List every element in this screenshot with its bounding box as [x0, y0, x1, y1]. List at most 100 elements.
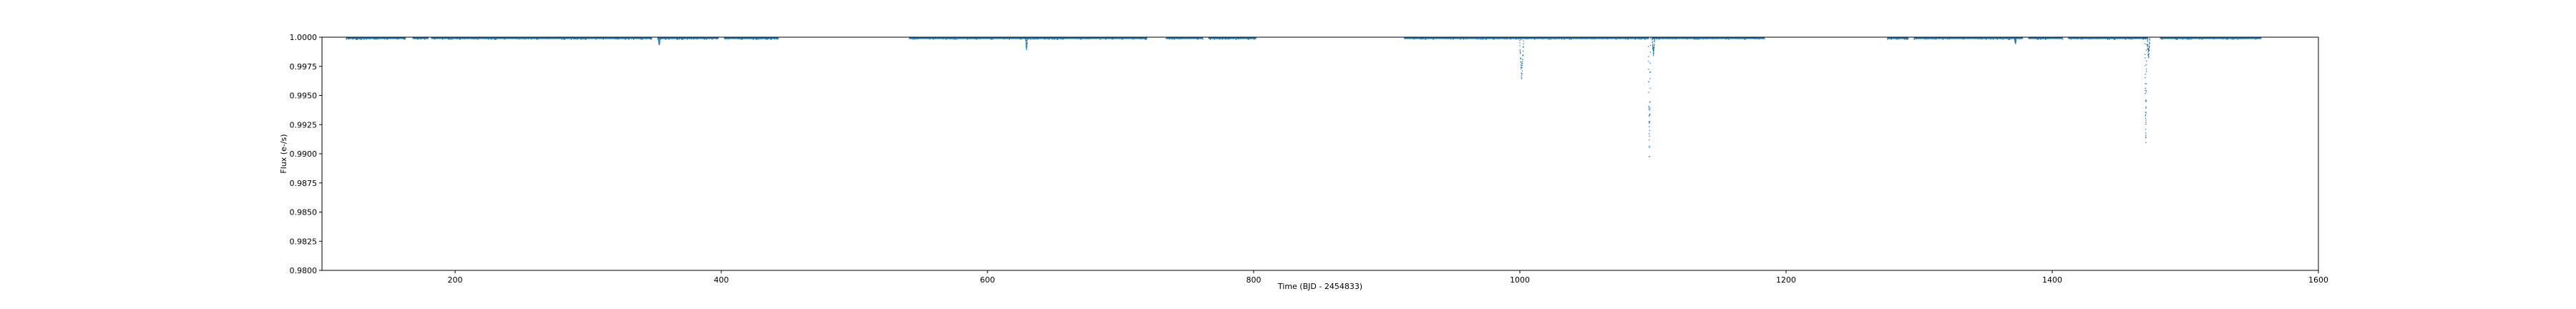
data-point — [1234, 38, 1236, 39]
data-point — [450, 39, 452, 40]
data-point — [494, 39, 496, 40]
data-segment — [1404, 36, 1649, 40]
data-point — [1903, 39, 1905, 40]
data-point — [967, 39, 968, 40]
data-point — [2200, 38, 2202, 39]
dip-point — [658, 40, 660, 41]
data-point — [1752, 37, 1753, 39]
data-point — [399, 37, 401, 39]
data-point — [1059, 37, 1060, 39]
dip-point — [2147, 45, 2149, 46]
data-point — [642, 39, 643, 40]
dip-point — [1521, 70, 1523, 72]
data-point — [1606, 38, 1607, 39]
data-point — [1997, 38, 1999, 39]
data-point — [353, 38, 355, 39]
data-point — [1964, 37, 1966, 39]
data-point — [755, 38, 756, 39]
data-point — [502, 37, 504, 39]
transit-dip — [1648, 37, 1652, 157]
data-point — [1473, 38, 1475, 39]
data-point — [2068, 38, 2069, 39]
data-point — [1244, 38, 1246, 39]
data-point — [1218, 38, 1219, 39]
data-point — [743, 38, 745, 39]
data-point — [539, 38, 540, 39]
dip-point — [1649, 72, 1651, 74]
data-point — [1761, 38, 1762, 39]
data-segment — [2160, 36, 2262, 40]
dip-point — [1649, 62, 1651, 64]
data-point — [2230, 38, 2233, 39]
data-point — [610, 38, 611, 39]
data-point — [1478, 38, 1480, 39]
data-point — [923, 38, 924, 39]
transit-dip — [2145, 37, 2147, 144]
dip-point — [1025, 42, 1027, 44]
data-point — [1658, 38, 1659, 39]
data-point — [1005, 37, 1007, 39]
y-tick-label: 0.9925 — [290, 120, 318, 129]
data-point — [511, 38, 512, 39]
dip-minimum — [2014, 43, 2016, 44]
data-point — [585, 39, 587, 40]
dip-point — [1648, 92, 1649, 93]
dip-minimum — [1653, 54, 1654, 56]
dip-point — [1026, 41, 1028, 43]
dip-point — [2148, 55, 2150, 57]
dip-point — [1649, 44, 1652, 46]
data-segment — [2068, 36, 2148, 40]
data-point — [1704, 38, 1705, 39]
data-point — [1119, 38, 1121, 39]
dip-minimum — [1521, 78, 1523, 79]
dip-point — [1521, 64, 1523, 67]
data-point — [1498, 38, 1501, 39]
data-segment — [657, 36, 719, 40]
dip-point — [1519, 40, 1521, 41]
data-point — [1929, 37, 1931, 39]
dip-point — [1649, 135, 1650, 137]
data-point — [381, 38, 382, 39]
dip-point — [1654, 40, 1655, 41]
data-point — [534, 38, 535, 39]
data-point — [580, 39, 582, 40]
dip-point — [2145, 134, 2147, 136]
dip-point — [1026, 37, 1028, 39]
y-tick-label: 0.9950 — [290, 92, 318, 101]
data-segment — [1166, 36, 1204, 40]
dip-point — [1649, 87, 1651, 89]
dip-point — [2145, 117, 2147, 119]
baseline-band — [723, 36, 779, 39]
y-tick-label: 0.9825 — [290, 237, 318, 246]
y-tick-label: 1.0000 — [290, 33, 318, 42]
dip-point — [1026, 42, 1028, 44]
data-point — [1920, 38, 1921, 39]
dip-point — [659, 42, 660, 44]
data-segment — [1913, 36, 2024, 40]
data-point — [2132, 38, 2134, 39]
data-point — [2004, 38, 2006, 39]
dip-point — [1522, 63, 1523, 64]
x-tick-label: 1200 — [1776, 275, 1796, 285]
data-point — [997, 38, 999, 39]
dip-point — [2148, 46, 2150, 48]
dip-point — [1649, 52, 1651, 53]
dip-point — [1653, 52, 1654, 54]
baseline-band — [1208, 36, 1257, 39]
data-point — [1438, 38, 1440, 39]
data-point — [1202, 39, 1204, 40]
data-point — [1502, 38, 1503, 39]
data-point — [668, 39, 670, 40]
dip-point — [1652, 47, 1654, 49]
data-segment — [1652, 36, 1765, 40]
data-point — [1189, 38, 1191, 39]
dip-point — [2145, 122, 2147, 123]
data-point — [667, 38, 668, 39]
y-tick-label: 0.9850 — [290, 208, 318, 217]
data-segment — [412, 36, 429, 40]
data-point — [351, 38, 353, 39]
data-point — [1538, 38, 1539, 39]
data-point — [491, 39, 492, 40]
dip-point — [2145, 87, 2146, 89]
dip-point — [2147, 55, 2150, 57]
